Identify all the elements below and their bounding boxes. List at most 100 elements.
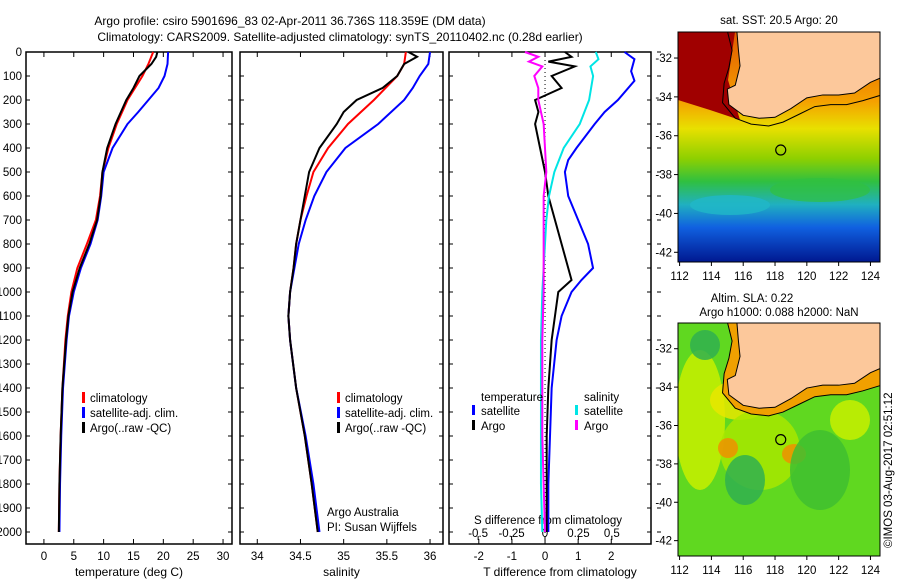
lat-tick-label: -36	[655, 131, 672, 143]
sst-map: 112 114 116 118 120 122 124 -32 -34 -36 -38 -40 -42 s…	[655, 15, 881, 283]
x-tick-label: 10	[97, 551, 110, 563]
s-tick-label: 0.5	[604, 528, 620, 540]
lon-tick-label: 122	[829, 565, 848, 577]
legend-label: climatology	[90, 393, 148, 405]
legend-swatch	[575, 420, 578, 430]
land-australia	[726, 323, 880, 409]
depth-tick-label: 1200	[0, 335, 22, 347]
salinity-panel: 34 34.5 35 35.5 36 salinity climatology satelli…	[239, 51, 444, 579]
depth-tick-label: 600	[3, 191, 22, 203]
depth-tick-label: 2000	[0, 527, 22, 539]
s-tick-label: 0.25	[567, 528, 589, 540]
depth-tick-label: 1000	[0, 287, 22, 299]
x-tick-label: 35.5	[376, 551, 398, 563]
x-tick-label: 0	[542, 551, 548, 563]
sla-map: 112 114 116 118 120 122 124 -32 -34 -36 -38 -40 -42 A…	[655, 293, 881, 577]
pi-label: PI: Susan Wijffels	[327, 522, 417, 534]
lat-tick-label: -32	[655, 53, 672, 65]
lat-tick-label: -40	[655, 497, 672, 509]
x-tick-label: 1	[575, 551, 581, 563]
series-line-s-satellite	[539, 51, 600, 533]
temperature-panel: 0100200300400500600700800900100011001200…	[0, 47, 233, 579]
legend-swatch	[472, 405, 475, 415]
depth-tick-label: 800	[3, 239, 22, 251]
x-tick-label: 35	[337, 551, 350, 563]
x-tick-label: 5	[71, 551, 77, 563]
x-tick-label: 30	[217, 551, 230, 563]
legend-swatch	[337, 407, 340, 418]
sla-anomaly	[725, 455, 765, 505]
legend-swatch	[82, 392, 85, 403]
x-tick-label: 15	[127, 551, 140, 563]
depth-tick-label: 500	[3, 167, 22, 179]
series-line-argo-raw-qc-	[287, 51, 420, 533]
series-line-t-satellite	[547, 51, 636, 532]
legend-label: Argo(..raw -QC)	[90, 423, 171, 435]
map-field	[678, 323, 880, 556]
shelf-contour	[722, 32, 880, 127]
x-tick-label: -1	[507, 551, 517, 563]
lat-tick-label: -38	[655, 459, 672, 471]
x-tick-label: 34.5	[289, 551, 311, 563]
lat-tick-label: -42	[655, 536, 672, 548]
depth-tick-label: 1900	[0, 503, 22, 515]
difference-panel: -2 -1 0 1 2 T difference from climatology -0.5…	[448, 51, 661, 579]
x-tick-label: 36	[424, 551, 437, 563]
series-line-s-argo	[524, 51, 548, 533]
lon-tick-label: 116	[734, 271, 752, 283]
depth-tick-label: 300	[3, 119, 22, 131]
lon-tick-label: 112	[670, 565, 688, 577]
depth-tick-label: 0	[16, 47, 22, 59]
shelf-contour	[722, 323, 880, 417]
legend-title: temperature	[481, 392, 543, 404]
sla-anomaly	[790, 430, 850, 510]
lon-tick-label: 116	[734, 565, 752, 577]
x-axis-label: salinity	[323, 565, 360, 579]
land-australia	[726, 32, 880, 119]
depth-tick-label: 100	[3, 71, 22, 83]
depth-tick-label: 700	[3, 215, 22, 227]
argo-position-marker	[775, 144, 787, 156]
lat-tick-label: -32	[655, 344, 672, 356]
legend-label: climatology	[345, 393, 403, 405]
sla-map-subtitle: Argo h1000: 0.088 h2000: NaN	[699, 307, 858, 319]
plot-frame	[239, 51, 444, 545]
lon-tick-label: 118	[766, 271, 784, 283]
plot-frame	[25, 51, 233, 545]
map-field	[678, 32, 880, 262]
x-tick-label: 34	[251, 551, 264, 563]
legend-swatch	[472, 420, 475, 430]
legend-swatch	[82, 422, 85, 433]
lon-tick-label: 120	[797, 271, 816, 283]
series-line-argo-raw-qc-	[57, 51, 159, 533]
s-tick-label: -0.25	[498, 528, 524, 540]
sst-map-title: sat. SST: 20.5 Argo: 20	[720, 15, 838, 27]
title-line-2: Climatology: CARS2009. Satellite-adjuste…	[97, 30, 582, 44]
lon-tick-label: 120	[797, 565, 816, 577]
legend-swatch	[337, 392, 340, 403]
lon-tick-label: 124	[861, 565, 881, 577]
x-tick-label: 25	[187, 551, 200, 563]
s-tick-label: 0	[542, 528, 548, 540]
x-tick-label: 2	[608, 551, 614, 563]
s-tick-label: -0.5	[468, 528, 488, 540]
legend-swatch	[82, 407, 85, 418]
depth-tick-label: 400	[3, 143, 22, 155]
green-patch	[770, 178, 870, 202]
legend-label: satellite-adj. clim.	[90, 408, 178, 420]
lon-tick-label: 122	[829, 271, 848, 283]
sla-map-title: Altim. SLA: 0.22	[711, 293, 793, 305]
depth-tick-label: 1600	[0, 431, 22, 443]
map-frame	[677, 31, 881, 263]
legend-label: Argo(..raw -QC)	[345, 423, 426, 435]
depth-tick-label: 1400	[0, 383, 22, 395]
legend-label: satellite-adj. clim.	[345, 408, 433, 420]
x-tick-label: 0	[41, 551, 47, 563]
lat-tick-label: -34	[655, 382, 672, 394]
sla-anomaly	[718, 438, 738, 458]
legend-label: satellite	[481, 406, 520, 418]
cool-patch	[690, 195, 770, 215]
legend-swatch	[575, 405, 578, 415]
sla-anomaly	[678, 350, 725, 490]
